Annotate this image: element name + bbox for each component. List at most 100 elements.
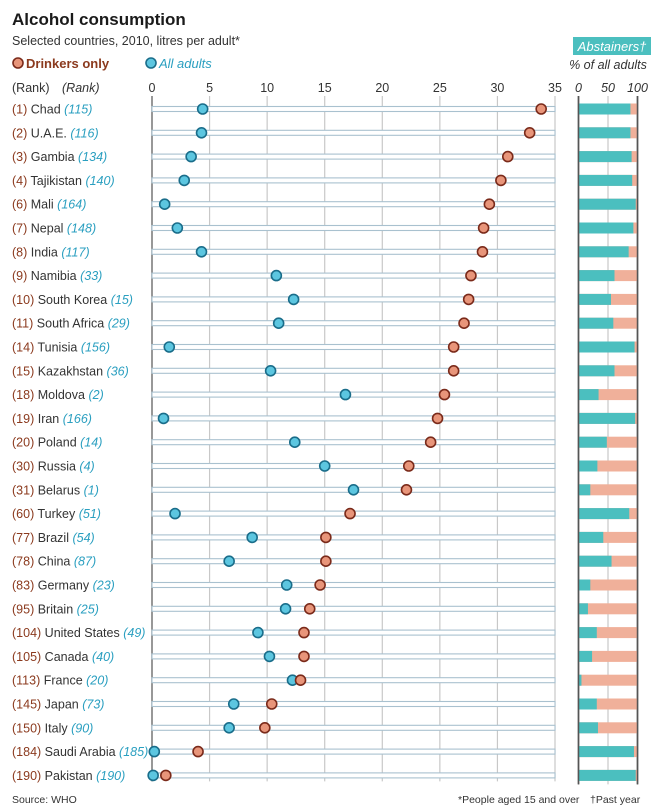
all-adults-rank: (166) — [63, 412, 92, 426]
row-britain: (95) Britain (25) — [12, 602, 638, 616]
row-track — [151, 439, 556, 446]
row-track — [151, 105, 556, 113]
all-adults-rank: (140) — [85, 174, 114, 188]
row-united-states: (104) United States (49) — [12, 626, 638, 640]
x-tick-label: 30 — [490, 81, 504, 95]
drinkers-rank: (77) — [12, 531, 34, 545]
all-adults-dot — [272, 317, 285, 330]
drinkers-rank: (30) — [12, 460, 34, 474]
all-adults-rank: (54) — [72, 531, 94, 545]
rank-header-all: (Rank) — [62, 81, 100, 95]
row-track — [151, 748, 556, 755]
all-adults-rank: (90) — [71, 721, 93, 735]
row-moldova: (18) Moldova (2) — [12, 388, 638, 402]
drinkers-rank: (20) — [12, 436, 34, 450]
footnote-past-year: †Past year — [590, 794, 641, 806]
row-label: (77) Brazil (54) — [12, 531, 95, 545]
all-adults-rank: (185) — [119, 745, 148, 759]
drinkers-rank: (113) — [12, 674, 40, 688]
abstainers-bar — [578, 555, 612, 567]
all-adults-rank: (36) — [107, 364, 129, 378]
country-name: Britain — [38, 602, 73, 616]
all-adults-dot — [347, 483, 360, 496]
row-track — [151, 724, 556, 731]
drinkers-dot — [523, 127, 536, 139]
all-adults-rank: (164) — [57, 198, 86, 212]
drinkers-rank: (145) — [12, 698, 41, 712]
all-adults-rank: (33) — [80, 269, 102, 283]
abstainers-bar — [578, 103, 631, 115]
country-name: Tunisia — [37, 341, 77, 355]
row-u-a-e-: (2) U.A.E. (116) — [12, 126, 638, 140]
row-label: (14) Tunisia (156) — [12, 341, 110, 355]
row-label: (6) Mali (164) — [12, 198, 86, 212]
drinkers-dot — [477, 222, 490, 234]
row-label: (10) South Korea (15) — [12, 293, 133, 307]
drinkers-share-bar — [578, 627, 638, 639]
all-adults-rank: (73) — [82, 698, 104, 712]
country-name: Poland — [38, 436, 77, 450]
all-adults-rank: (156) — [81, 341, 110, 355]
abstainers-bar — [578, 412, 636, 424]
all-adults-dot — [163, 341, 176, 353]
drinkers-dot — [424, 436, 437, 449]
all-adults-dot — [227, 698, 240, 710]
drinkers-dot — [501, 150, 514, 163]
abstainers-tick-label: 50 — [601, 81, 615, 95]
row-track — [151, 367, 556, 374]
abstainers-bar — [578, 151, 632, 163]
row-label: (3) Gambia (134) — [12, 150, 107, 164]
all-adults-dot — [169, 507, 181, 520]
drinkers-dot — [265, 698, 278, 710]
drinkers-dot — [462, 293, 475, 306]
row-south-korea: (10) South Korea (15) — [12, 293, 638, 307]
country-name: United States — [45, 626, 120, 640]
drinkers-share-bar — [578, 603, 638, 615]
row-label: (145) Japan (73) — [12, 698, 104, 712]
drinkers-rank: (8) — [12, 245, 27, 259]
row-label: (83) Germany (23) — [12, 579, 115, 593]
row-label: (60) Turkey (51) — [12, 507, 101, 521]
row-track — [151, 415, 556, 422]
row-label: (8) India (117) — [12, 245, 90, 259]
drinkers-dot — [320, 555, 332, 568]
abstainers-tick-label: 100 — [627, 81, 648, 95]
row-track — [151, 248, 556, 255]
drinkers-rank: (19) — [12, 412, 34, 426]
row-iran: (19) Iran (166) — [12, 412, 638, 426]
row-label: (104) United States (49) — [12, 626, 145, 640]
x-tick-label: 15 — [318, 81, 332, 95]
abstainers-bar — [578, 436, 607, 448]
all-adults-dot — [339, 388, 352, 401]
abstainers-bar — [578, 674, 582, 686]
drinkers-dot — [447, 341, 460, 353]
all-adults-dot — [270, 269, 283, 282]
country-name: France — [44, 674, 83, 688]
all-adults-dot — [196, 103, 209, 115]
x-tick-label: 20 — [375, 81, 389, 95]
rank-header-drinkers: (Rank) — [12, 81, 50, 95]
legend-all-label: All adults — [158, 56, 212, 71]
all-adults-dot — [246, 531, 258, 544]
all-adults-dot — [185, 150, 197, 163]
all-adults-rank: (20) — [86, 674, 108, 688]
abstainers-bar — [578, 222, 634, 234]
legend-drinkers-label: Drinkers only — [26, 56, 110, 71]
row-track — [151, 320, 556, 327]
all-adults-rank: (148) — [67, 222, 96, 236]
drinkers-dot — [465, 269, 477, 282]
drinkers-share-bar — [578, 484, 638, 496]
abstainers-bar — [578, 746, 634, 758]
all-adults-rank: (190) — [96, 769, 125, 783]
all-adults-dot — [223, 721, 235, 734]
drinkers-rank: (190) — [12, 769, 41, 783]
drinkers-rank: (78) — [12, 555, 34, 569]
row-track — [151, 605, 556, 612]
all-adults-dot — [148, 745, 161, 758]
row-label: (1) Chad (115) — [12, 103, 92, 117]
row-track — [151, 177, 556, 184]
drinkers-dot — [303, 602, 316, 615]
drinkers-rank: (104) — [12, 626, 41, 640]
country-name: Italy — [45, 721, 69, 735]
